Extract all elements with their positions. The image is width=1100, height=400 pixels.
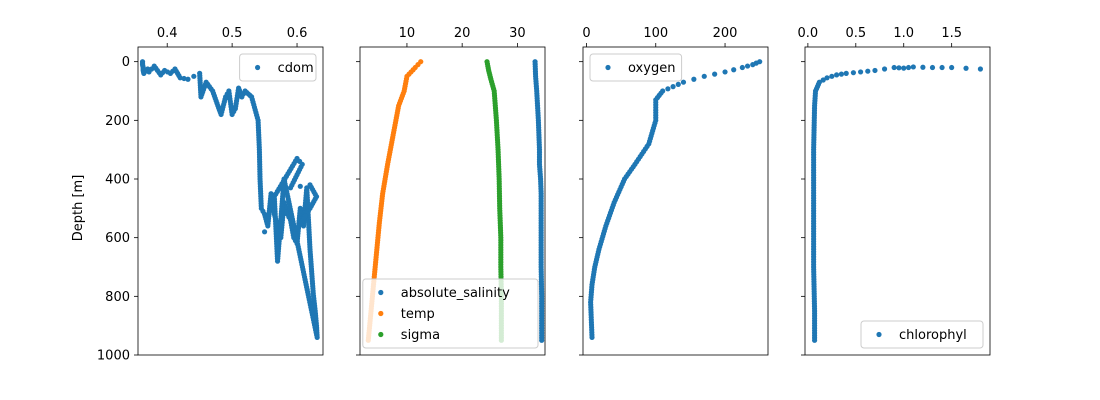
y-tick-label: 800 [105,290,130,305]
data-point [691,76,697,82]
data-point [920,64,926,70]
y-tick-label: 600 [105,231,130,246]
data-point [744,63,751,69]
data-point [824,75,830,81]
data-point [901,65,907,71]
data-point [811,337,818,343]
x-tick-label: 0 [582,26,590,41]
x-tick-label: 20 [454,26,471,41]
subplot-1: 0.4 0.5 0.6 0 200 400 600 800 1000 cdom [97,26,324,364]
data-point [905,64,912,71]
data-point [865,68,871,74]
y-axis-label: Depth [m] [71,175,86,242]
legend-marker [378,289,384,296]
subplot-3: 0 100 200 oxygen [579,26,769,356]
data-point [670,84,676,90]
series-chlorophyl [811,64,984,343]
data-point [177,75,183,81]
legend: cdom [239,53,317,82]
data-point [881,66,888,72]
data-point [977,66,984,72]
data-point [872,67,878,74]
x-tick-label: 0.0 [798,26,819,41]
series-absolute_salinity [532,59,545,343]
legend-marker [378,310,384,317]
series-oxygen [588,59,763,340]
legend-box [589,53,683,82]
y-tick-label: 200 [105,114,130,129]
data-point [843,70,849,76]
data-point [750,62,756,68]
data-point [722,69,728,75]
data-point [891,64,897,71]
legend-box [239,53,317,82]
legend-box [860,320,984,349]
data-point [680,79,687,85]
data-point [589,334,595,340]
plot-frame [582,46,769,356]
data-point [675,81,681,87]
data-point [910,64,916,70]
data-point [857,69,864,75]
legend-label: cdom [278,61,314,76]
data-point [539,337,545,343]
legend-marker [378,331,384,338]
data-point [181,75,187,82]
legend-box [362,278,539,349]
x-tick-label: 30 [509,26,526,41]
y-tick-label: 0 [122,55,130,70]
x-tick-label: 0.4 [157,26,178,41]
data-point [712,71,718,77]
legend: chlorophyl [860,320,984,349]
x-tick-label: 1.5 [941,26,962,41]
data-point [896,65,902,71]
data-point [191,73,197,79]
x-tick-label: 0.5 [845,26,866,41]
legend-marker [876,331,882,338]
data-point [185,76,191,82]
data-point [261,229,268,235]
subplot-4: 0.0 0.5 1.0 1.5 chlorophyl [798,26,991,356]
legend-label: oxygen [628,61,675,76]
data-point [739,64,745,71]
series-cdom [139,59,320,340]
x-tick-label: 0.6 [287,26,308,41]
data-point [731,67,737,73]
data-point [294,226,300,232]
legend-label: absolute_salinity [401,286,510,301]
data-point [949,64,955,71]
data-point [829,73,835,79]
plot-frame [804,46,991,356]
legend-marker [605,64,611,71]
data-point [820,77,826,83]
x-tick-label: 200 [713,26,738,41]
data-point [939,64,945,71]
legend-marker [255,64,261,71]
data-point [278,227,284,233]
legend-label: sigma [401,328,440,343]
data-point [963,65,969,71]
legend-label: chlorophyl [899,328,967,343]
y-tick-label: 400 [105,173,130,188]
data-point [850,70,857,76]
data-point [287,185,294,191]
plot-frame [137,46,324,356]
x-tick-label: 100 [643,26,668,41]
x-tick-label: 1.0 [893,26,914,41]
data-point [665,86,671,92]
x-tick-label: 10 [399,26,416,41]
data-point [701,73,707,79]
data-point [297,183,303,189]
data-point [929,64,936,71]
plot-frame [359,46,546,356]
legend-label: temp [401,307,435,322]
y-tick-label: 1000 [97,349,130,364]
data-point [838,71,845,77]
x-tick-label: 0.5 [222,26,243,41]
legend: oxygen [589,53,683,82]
data-point [834,72,840,78]
